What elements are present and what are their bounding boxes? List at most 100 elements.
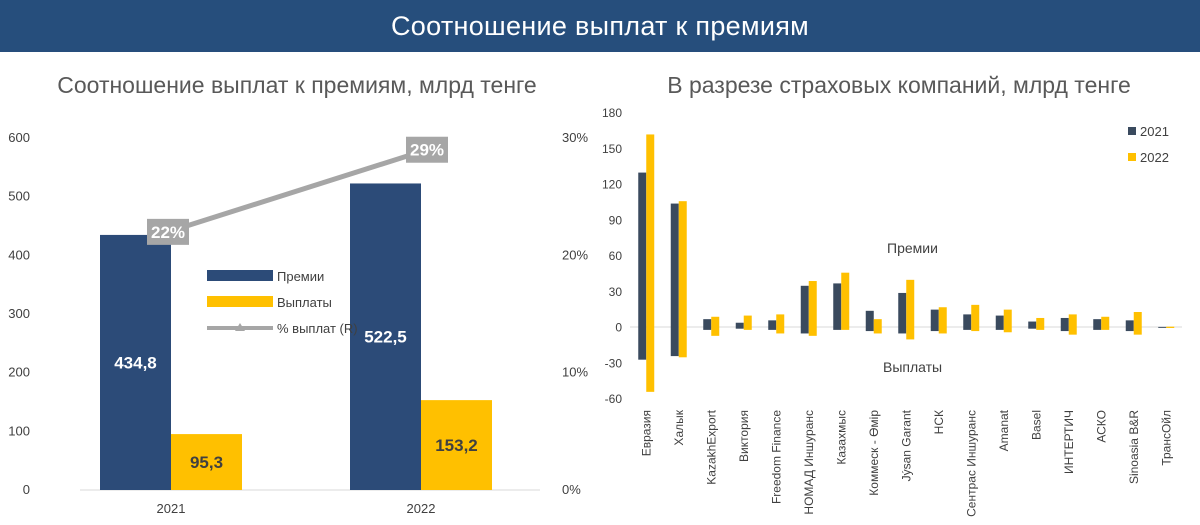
right-x-tick-label: ИНТЕРТИЧ bbox=[1062, 410, 1076, 474]
legend-swatch-2022 bbox=[1128, 153, 1136, 161]
premiums-2021-bar bbox=[1125, 320, 1134, 328]
right-x-tick-label: Казахмыс bbox=[834, 410, 848, 465]
payouts-2022-bar bbox=[1101, 327, 1110, 330]
payouts-2021-bar bbox=[735, 327, 744, 329]
right-x-tick-label: Freedom Finance bbox=[769, 410, 783, 504]
payouts-2022-bar bbox=[776, 327, 785, 334]
legend-label-ratio: % выплат (R) bbox=[277, 321, 358, 336]
premiums-2022-bar bbox=[1003, 309, 1012, 328]
premiums-2021-bar bbox=[963, 314, 972, 328]
premiums-2022-bar bbox=[906, 279, 915, 328]
payouts-bar bbox=[171, 434, 242, 490]
right-x-tick-label: Amanat bbox=[997, 409, 1011, 451]
premiums-2021-bar bbox=[768, 320, 777, 328]
premiums-2022-bar bbox=[1068, 314, 1077, 328]
payouts-2021-bar bbox=[638, 327, 647, 360]
payouts-2022-bar bbox=[1036, 327, 1045, 330]
payouts-2022-bar bbox=[938, 327, 947, 334]
right-x-tick-label: Jýsan Garant bbox=[899, 409, 913, 481]
payouts-bar bbox=[421, 400, 492, 490]
payouts-2021-bar bbox=[768, 327, 777, 330]
payouts-2021-bar bbox=[1093, 327, 1102, 330]
right-y-tick-label: 180 bbox=[602, 106, 622, 120]
left-y-tick-label: 500 bbox=[8, 189, 30, 204]
payouts-2022-bar bbox=[678, 327, 687, 358]
payouts-2021-bar bbox=[995, 327, 1004, 330]
right-x-tick-label: Basel bbox=[1029, 410, 1043, 440]
right-y-tick-label: 150 bbox=[602, 142, 622, 156]
payouts-2022-bar bbox=[971, 327, 980, 332]
left-chart: Соотношение выплат к премиям, млрд тенге… bbox=[8, 72, 588, 516]
left-y2-tick-label: 0% bbox=[562, 482, 581, 497]
left-y-tick-label: 0 bbox=[23, 482, 30, 497]
premiums-2021-bar bbox=[833, 283, 842, 328]
left-y-tick-label: 600 bbox=[8, 130, 30, 145]
ratio-data-label: 22% bbox=[151, 223, 185, 242]
ratio-point-box bbox=[147, 218, 189, 245]
premiums-bar bbox=[100, 234, 171, 490]
premiums-2022-bar bbox=[1036, 317, 1045, 328]
right-chart-title: В разрезе страховых компаний, млрд тенге bbox=[667, 72, 1131, 98]
premiums-2022-bar bbox=[776, 314, 785, 328]
left-legend: Премии Выплаты % выплат (R) bbox=[207, 269, 358, 336]
payouts-data-label: 95,3 bbox=[190, 453, 223, 472]
premiums-2022-bar bbox=[678, 201, 687, 328]
right-y-tick-label: -30 bbox=[605, 356, 623, 370]
payouts-2021-bar bbox=[1125, 327, 1134, 332]
right-legend: 2021 2022 bbox=[1128, 124, 1169, 165]
annotation-premiums: Премии bbox=[887, 240, 938, 256]
payouts-2022-bar bbox=[646, 327, 655, 392]
ratio-line bbox=[167, 147, 428, 235]
right-x-tick-label: НСК bbox=[932, 410, 946, 434]
payouts-2022-bar bbox=[743, 327, 752, 330]
right-x-tick-label: Sinoasia B&R bbox=[1127, 410, 1141, 484]
payouts-2022-bar bbox=[711, 327, 720, 336]
right-x-tick-label: KazakhExport bbox=[704, 409, 718, 484]
payouts-2021-bar bbox=[833, 327, 842, 330]
payouts-2022-bar bbox=[873, 327, 882, 334]
legend-swatch-2021 bbox=[1128, 127, 1136, 135]
right-y-tick-label: -60 bbox=[605, 392, 623, 406]
legend-swatch-premiums bbox=[207, 270, 273, 281]
legend-label-2021: 2021 bbox=[1140, 124, 1169, 139]
banner-title: Соотношение выплат к премиям bbox=[390, 10, 810, 41]
premiums-2021-bar bbox=[1028, 321, 1037, 328]
payouts-2021-bar bbox=[1060, 327, 1069, 332]
left-x-tick-label: 2022 bbox=[407, 501, 436, 516]
payouts-2022-bar bbox=[1003, 327, 1012, 333]
right-x-tick-label: НОМАД Иншуранс bbox=[802, 410, 816, 515]
right-x-tick-label: АСКО bbox=[1094, 410, 1108, 443]
premiums-data-label: 522,5 bbox=[364, 328, 407, 347]
payouts-2021-bar bbox=[1028, 327, 1037, 329]
payouts-data-label: 153,2 bbox=[435, 436, 478, 455]
right-y-tick-label: 90 bbox=[609, 213, 623, 227]
premiums-2021-bar bbox=[995, 315, 1004, 328]
premiums-2022-bar bbox=[1101, 316, 1110, 328]
payouts-2021-bar bbox=[930, 327, 939, 332]
premiums-2021-bar bbox=[1158, 326, 1167, 328]
payouts-2021-bar bbox=[670, 327, 679, 357]
payouts-2021-bar bbox=[963, 327, 972, 330]
payouts-2022-bar bbox=[1068, 327, 1077, 335]
premiums-2021-bar bbox=[930, 309, 939, 328]
left-y-tick-label: 200 bbox=[8, 365, 30, 380]
premiums-2022-bar bbox=[938, 307, 947, 328]
payouts-2022-bar bbox=[1133, 327, 1142, 335]
right-x-tick-label: Евразия bbox=[639, 410, 653, 456]
banner: Соотношение выплат к премиям bbox=[0, 0, 1200, 52]
legend-label-premiums: Премии bbox=[277, 269, 324, 284]
left-y2-tick-label: 20% bbox=[562, 247, 588, 262]
right-x-tick-label: Коммеск - Өмір bbox=[867, 410, 881, 496]
right-x-tick-label: Халык bbox=[672, 409, 686, 445]
premiums-2022-bar bbox=[971, 304, 980, 328]
payouts-2021-bar bbox=[800, 327, 809, 334]
payouts-2021-bar bbox=[703, 327, 712, 330]
left-y2-tick-label: 30% bbox=[562, 130, 588, 145]
right-x-tick-label: Сентрас Иншуранс bbox=[964, 410, 978, 517]
legend-triangle-marker bbox=[235, 323, 245, 331]
premiums-2021-bar bbox=[898, 292, 907, 328]
premiums-2022-bar bbox=[841, 272, 850, 328]
right-y-tick-label: 120 bbox=[602, 178, 622, 192]
payouts-2022-bar bbox=[841, 327, 850, 330]
